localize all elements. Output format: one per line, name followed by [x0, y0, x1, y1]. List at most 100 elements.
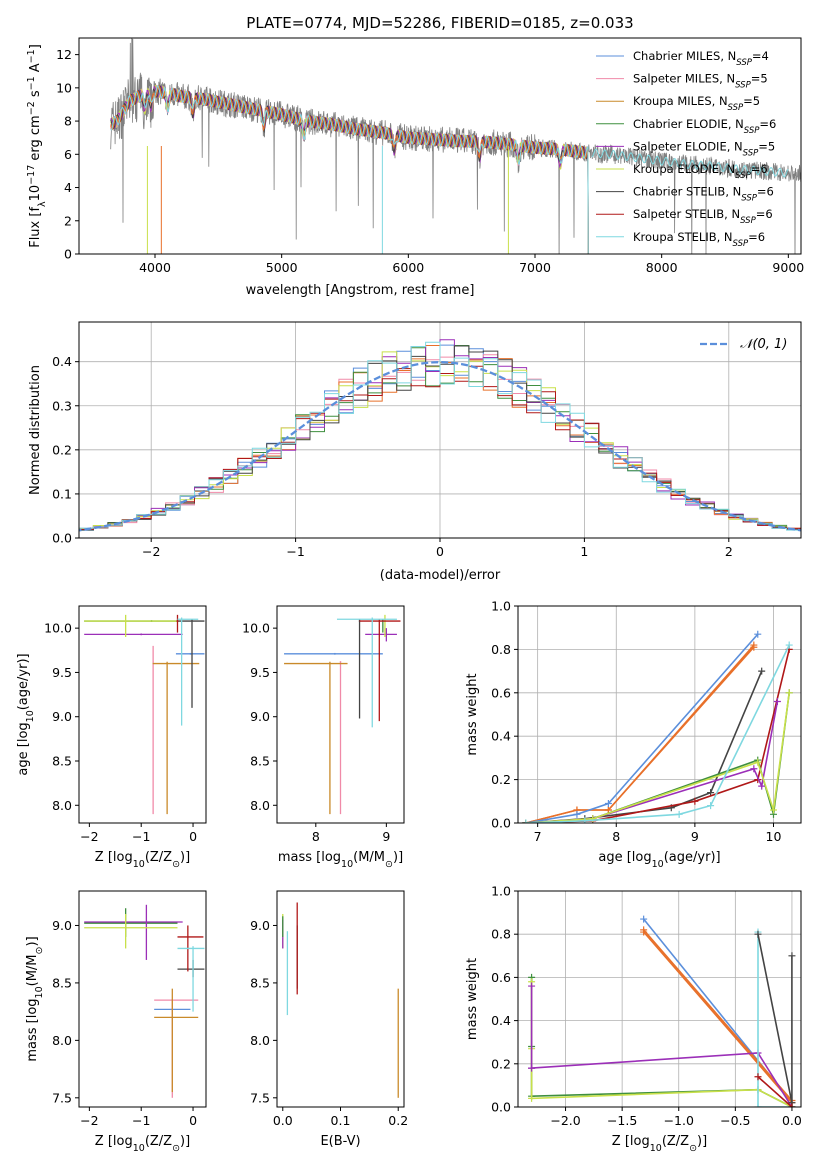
weight-line-kroupa-miles: [525, 644, 755, 823]
y-tick-label: 1.0: [491, 884, 511, 899]
x-axis-label-part: 10: [652, 859, 664, 870]
y-axis-label-part: 10: [25, 710, 36, 722]
x-axis-label-part: ⊙: [172, 859, 180, 870]
y-tick-label: 10: [56, 80, 72, 95]
x-axis-label-part: mass [log: [278, 850, 341, 865]
model-line-salpeter-miles: [110, 84, 589, 254]
y-tick-label: 2: [64, 213, 72, 228]
weight-line-salpeter-elodie: [531, 1052, 793, 1107]
y-axis-label-part: (M/M: [25, 954, 40, 986]
mass-vs-extinction-panel: 0.0 0.1 0.2 7.5 8.0 8.5 9.0 E(B-V): [250, 890, 408, 1149]
legend-subscript: SSP: [744, 126, 760, 136]
y-tick-label: 0.8: [491, 927, 511, 942]
legend-subscript: SSP: [740, 216, 756, 226]
weight-marker: [754, 1073, 762, 1081]
y-axis-label-part: 10: [34, 986, 45, 998]
legend-model-name: Chabrier MILES, N: [633, 49, 736, 63]
legend-model-name: Kroupa ELODIE, N: [633, 162, 735, 176]
x-axis-label: Z [log10(Z/Z⊙)]: [95, 1134, 190, 1154]
legend-n-value: =6: [757, 185, 774, 199]
mass-vs-metallicity-panel: −2 −1 07.58.08.59.0Z [log10(Z/Z⊙)]mass [lo…: [25, 890, 207, 1154]
weight-line-kroupa-elodie: [525, 692, 790, 823]
x-axis-label-part: (Z/Z: [145, 1134, 172, 1149]
legend-n-value: =5: [743, 94, 760, 108]
x-tick-label: 9: [382, 829, 390, 844]
x-tick-label: 2: [725, 544, 733, 559]
x-axis-label-part: Z [log: [95, 1134, 133, 1149]
x-tick-label: 8: [612, 829, 620, 844]
y-axis-label: mass weight: [465, 673, 480, 755]
legend-entry: Kroupa ELODIE, NSSP=6: [633, 162, 768, 181]
axes-frame: [276, 890, 405, 1108]
weight-marker: [785, 641, 793, 649]
model-line-kroupa-stelib: [110, 84, 589, 254]
gaussian-reference-curve: [79, 360, 801, 532]
weight-line-chabrier-elodie: [530, 977, 793, 1107]
weight-vs-metallicity-panel: −2.0 −1.5 −1.0 −0.5 0.0 0.0 0.2 0.4 0.6 0.8 1.0 Z […: [465, 884, 802, 1154]
x-axis-label: wavelength [Angstrom, rest frame]: [246, 283, 475, 298]
weight-line-chabrier-elodie: [525, 692, 790, 823]
legend-entry: Kroupa MILES, NSSP=5: [633, 94, 760, 113]
legend-entry: Chabrier ELODIE, NSSP=6: [633, 117, 776, 136]
x-tick-label: −2: [142, 544, 160, 559]
plot-area: [110, 38, 801, 254]
x-axis-label-part: age [log: [598, 850, 651, 865]
legend-subscript: SSP: [733, 239, 749, 249]
y-tick-label: 8.5: [52, 754, 72, 769]
x-tick-label: 8: [312, 829, 320, 844]
x-axis-label-part: 10: [650, 1143, 662, 1154]
weight-line-kroupa-elodie: [530, 981, 793, 1107]
model-line-extension: [591, 148, 789, 178]
y-tick-label: 4: [64, 180, 72, 195]
legend-subscript: SSP: [741, 194, 757, 204]
weight-marker: [788, 952, 796, 960]
y-axis-label-part: age [log: [16, 722, 31, 775]
y-tick-label: 8: [64, 114, 72, 129]
x-axis-label-part: (Z/Z: [662, 1134, 689, 1149]
x-tick-label: 8000: [646, 260, 678, 275]
y-tick-label: 0.4: [491, 729, 511, 744]
y-axis-label-part: −1: [26, 76, 37, 90]
x-axis-label-part: (Z/Z: [145, 850, 172, 865]
weight-line-kroupa-miles: [643, 931, 793, 1104]
legend-model-name: Salpeter STELIB, N: [633, 207, 740, 221]
x-tick-label: 0.1: [331, 1113, 351, 1128]
weight-marker: [788, 1103, 796, 1107]
y-axis-label-part: (age/yr)]: [16, 653, 31, 710]
x-axis-label-part: )]: [393, 850, 403, 865]
weight-marker: [604, 799, 612, 807]
plot-area: [284, 614, 401, 815]
y-tick-label: 0.4: [491, 1013, 511, 1028]
y-tick-label: 8.0: [250, 1033, 270, 1048]
legend-entry: Kroupa STELIB, NSSP=6: [633, 230, 765, 249]
y-axis-label-part: erg cm: [28, 115, 43, 164]
legend-entry: Chabrier MILES, NSSP=4: [633, 49, 769, 68]
x-tick-label: −1.0: [664, 1113, 694, 1128]
x-axis-label-part: Z [log: [95, 850, 133, 865]
model-line-chabrier-stelib: [110, 85, 589, 254]
y-axis-label: mass weight: [465, 958, 480, 1040]
x-tick-label: 7: [534, 829, 542, 844]
y-axis-label-part: ]: [28, 44, 43, 49]
axes-frame: [78, 37, 802, 255]
y-tick-label: 8.0: [52, 798, 72, 813]
chart-title: PLATE=0774, MJD=52286, FIBERID=0185, z=0…: [246, 14, 633, 32]
x-axis-label-part: (age/yr)]: [664, 850, 721, 865]
weight-marker: [528, 1064, 536, 1072]
plot-area: [84, 614, 205, 815]
weight-line-salpeter-miles: [525, 646, 755, 823]
y-tick-label: 8.5: [52, 975, 72, 990]
weight-line-salpeter-stelib: [757, 1076, 793, 1107]
y-tick-label: 0.6: [491, 970, 511, 985]
y-tick-label: 9.5: [52, 665, 72, 680]
y-tick-label: 7.5: [250, 1090, 270, 1105]
y-tick-label: 10.0: [242, 621, 270, 636]
legend-entry: 𝒩(0, 1): [740, 337, 787, 352]
legend-entry: Salpeter MILES, NSSP=5: [633, 72, 768, 91]
x-tick-label: 0: [189, 1113, 197, 1128]
weight-line-kroupa-stelib: [757, 932, 792, 1107]
weight-line-chabrier-miles: [525, 633, 759, 823]
y-axis-label: Flux [fλ10−17 erg cm−2 s−1 A−1]: [26, 44, 48, 248]
weight-marker: [750, 641, 758, 649]
